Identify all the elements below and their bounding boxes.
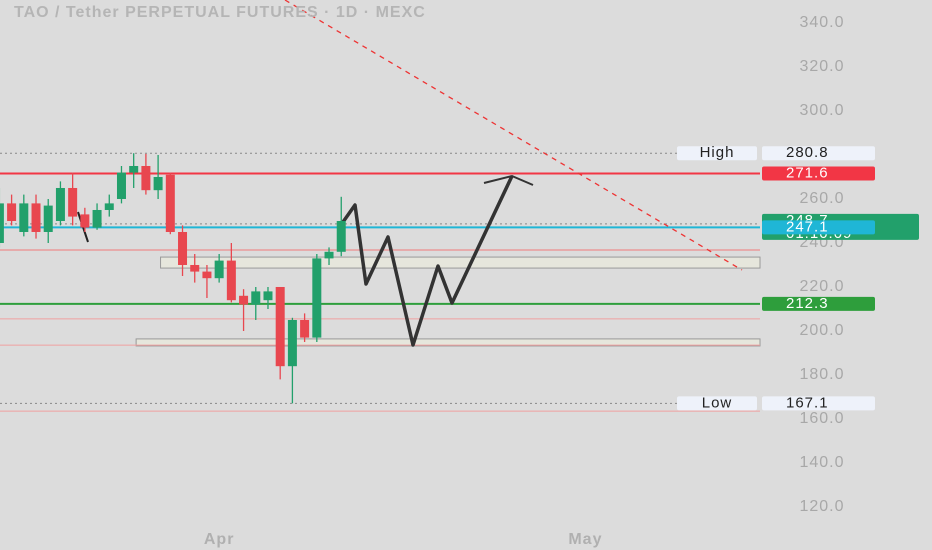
- candle-body: [251, 291, 261, 305]
- y-tick-label: 120.0: [799, 498, 844, 515]
- candle-body: [275, 286, 285, 367]
- price-label-box: [762, 166, 875, 181]
- candle-body: [336, 220, 346, 252]
- candle-body: [226, 260, 236, 301]
- x-tick-label: May: [568, 531, 602, 548]
- price-label: 212.3: [786, 295, 829, 312]
- candle-body: [153, 176, 163, 191]
- x-tick-label: Apr: [204, 531, 235, 548]
- candle-body: [116, 172, 126, 199]
- y-tick-label: 300.0: [799, 102, 844, 119]
- price-label: 167.1: [786, 394, 829, 411]
- price-label-box: [762, 296, 875, 311]
- projection-path: [341, 175, 514, 347]
- y-tick-label: 220.0: [799, 278, 844, 295]
- price-label: 271.6: [786, 164, 829, 181]
- y-tick-label: 260.0: [799, 190, 844, 207]
- price-label-box: [762, 396, 875, 411]
- price-label-name: Low: [702, 394, 733, 411]
- candle-body: [165, 174, 175, 232]
- y-tick-label: 320.0: [799, 58, 844, 75]
- price-label: 280.8: [786, 144, 829, 161]
- price-label-name-box: [677, 146, 757, 161]
- y-tick-label: 200.0: [799, 322, 844, 339]
- candle-body: [324, 251, 334, 259]
- y-tick-label: 180.0: [799, 366, 844, 383]
- levels-layer: [0, 152, 761, 412]
- trendline: [284, 0, 743, 271]
- y-tick-label: 140.0: [799, 454, 844, 471]
- candle-body: [214, 260, 224, 279]
- candle-body: [19, 203, 29, 232]
- candle-body: [239, 295, 249, 305]
- candle-body: [141, 165, 151, 191]
- candle-body: [104, 203, 114, 210]
- candle-body: [0, 203, 4, 243]
- candle-body: [43, 205, 53, 232]
- zone: [160, 256, 761, 269]
- candle-body: [55, 187, 65, 221]
- candle-body: [300, 319, 310, 338]
- chart-title: TAO / Tether PERPETUAL FUTURES · 1D · ME…: [14, 4, 426, 21]
- candle-body: [178, 231, 188, 265]
- candle-body: [129, 165, 139, 173]
- candle-body: [287, 319, 297, 367]
- candle-body: [263, 291, 273, 301]
- price-label-name: High: [700, 144, 735, 161]
- price-label: 247.1: [786, 218, 829, 235]
- candle-body: [312, 258, 322, 338]
- candle-body: [92, 209, 102, 228]
- candle-body: [202, 271, 212, 279]
- y-tick-label: 340.0: [799, 14, 844, 31]
- price-label-box: [762, 146, 875, 161]
- y-tick-label: 160.0: [799, 410, 844, 427]
- projection-arrow: [483, 174, 534, 186]
- price-label-name-box: [677, 396, 757, 411]
- candle-body: [80, 214, 90, 228]
- candle-body: [31, 203, 41, 232]
- zone: [135, 338, 761, 347]
- candle-body: [7, 203, 17, 221]
- candle-body: [190, 264, 200, 272]
- price-label-box: [762, 220, 875, 235]
- candle-body: [68, 187, 78, 217]
